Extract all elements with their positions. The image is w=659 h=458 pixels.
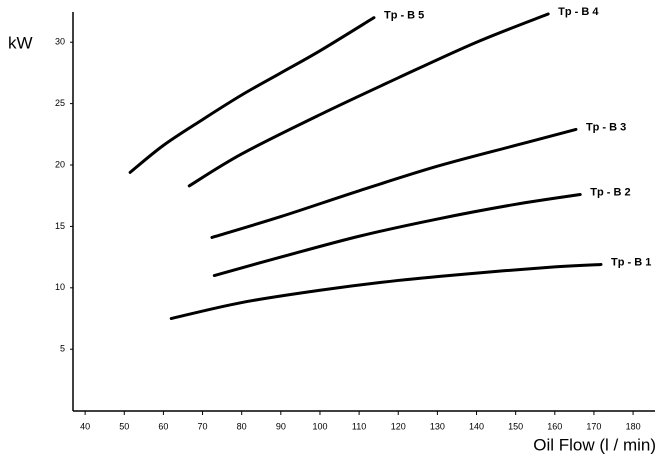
x-tick-label: 110 xyxy=(352,421,366,431)
x-tick-label: 60 xyxy=(158,421,168,431)
y-tick-label: 15 xyxy=(55,221,65,231)
y-axis-label: kW xyxy=(8,33,33,52)
x-tick-label: 80 xyxy=(237,421,247,431)
x-tick-label: 170 xyxy=(586,421,601,431)
x-tick-label: 50 xyxy=(119,421,129,431)
x-tick-label: 180 xyxy=(626,421,641,431)
x-tick-label: 120 xyxy=(391,421,406,431)
x-tick-label: 70 xyxy=(198,421,208,431)
x-tick-label: 160 xyxy=(547,421,562,431)
x-tick-label: 90 xyxy=(276,421,286,431)
series-line xyxy=(187,12,550,188)
y-tick-label: 30 xyxy=(55,37,65,47)
series-label: Tp - B 2 xyxy=(590,186,630,198)
y-tick-label: 20 xyxy=(55,159,65,169)
series-line xyxy=(169,262,603,321)
x-tick-label: 130 xyxy=(430,421,445,431)
x-tick-label: 140 xyxy=(469,421,484,431)
series-label: Tp - B 4 xyxy=(558,6,599,18)
y-tick-label: 10 xyxy=(55,282,65,292)
series-label: Tp - B 1 xyxy=(611,256,651,268)
x-tick-label: 40 xyxy=(80,421,90,431)
series-line xyxy=(212,192,582,278)
series-label: Tp - B 5 xyxy=(384,10,424,22)
series-label: Tp - B 3 xyxy=(586,121,626,133)
y-tick-label: 25 xyxy=(55,98,65,108)
y-tick-label: 5 xyxy=(60,344,65,354)
x-axis-label: Oil Flow (l / min) xyxy=(533,435,656,454)
series-line xyxy=(128,16,376,174)
x-tick-label: 100 xyxy=(312,421,327,431)
series-line xyxy=(210,127,578,239)
x-tick-label: 150 xyxy=(508,421,523,431)
